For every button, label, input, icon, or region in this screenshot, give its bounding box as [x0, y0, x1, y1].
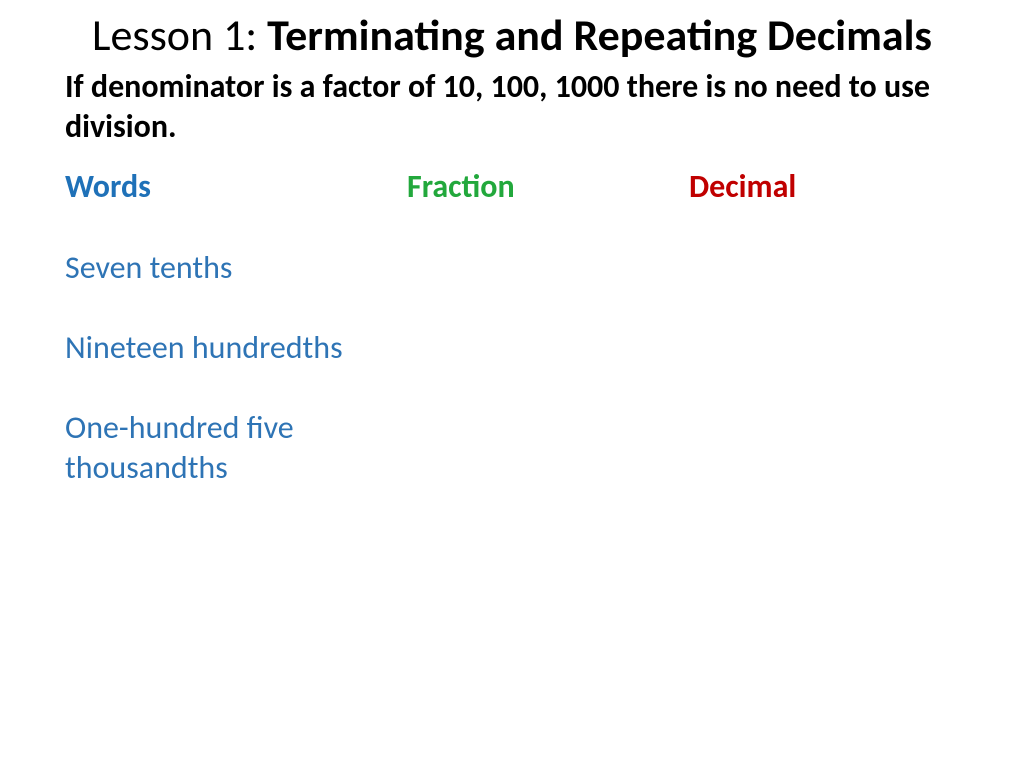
title-prefix: Lesson 1:	[92, 8, 267, 62]
words-list: Seven tenths Nineteen hundredths One-hun…	[65, 248, 959, 488]
slide: Lesson 1: Terminating and Repeating Deci…	[0, 0, 1024, 488]
item-line: thousandths	[65, 448, 959, 488]
list-item: Seven tenths	[65, 248, 959, 288]
list-item: Nineteen hundredths	[65, 328, 959, 368]
slide-title: Lesson 1: Terminating and Repeating Deci…	[65, 10, 959, 61]
list-item: One-hundred five thousandths	[65, 408, 959, 488]
header-fraction: Fraction	[407, 167, 689, 206]
header-decimal: Decimal	[689, 167, 959, 206]
item-line: Seven tenths	[65, 248, 959, 288]
column-headers: Words Fraction Decimal	[65, 167, 959, 206]
item-line: One-hundred five	[65, 408, 959, 448]
title-main: Terminating and Repeating Decimals	[267, 8, 932, 62]
slide-subtitle: If denominator is a factor of 10, 100, 1…	[65, 67, 959, 147]
header-words: Words	[65, 167, 407, 206]
item-line: Nineteen hundredths	[65, 328, 959, 368]
